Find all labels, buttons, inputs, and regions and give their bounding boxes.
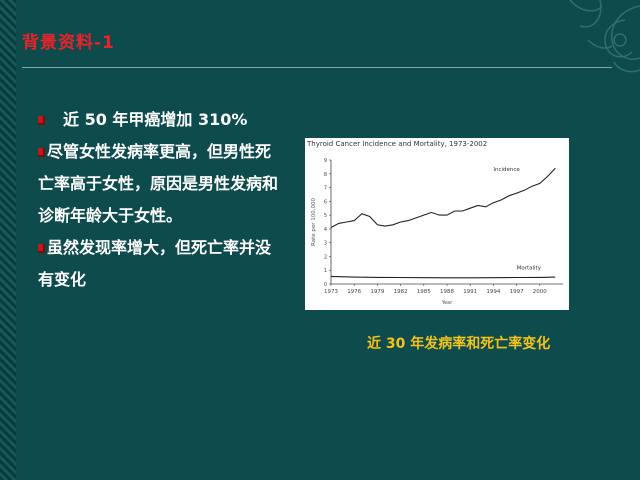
corner-ornament-icon [569,0,640,73]
bullet-square-icon [38,244,45,253]
chart-panel: Thyroid Cancer Incidence and Mortality, … [305,138,569,310]
bullet-item: 尽管女性发病率更高，但男性死亡率高于女性，原因是男性发病和诊断年龄大于女性。 [38,136,278,232]
x-tick-label: 1976 [347,289,361,295]
left-decorative-strip [0,0,16,480]
series-label-mortality: Mortality [517,266,542,272]
x-tick-label: 1985 [417,289,431,295]
x-tick-label: 2000 [533,289,547,295]
bullet-text: 虽然发现率增大，但死亡率并没有变化 [38,238,272,289]
bullet-item: 虽然发现率增大，但死亡率并没有变化 [38,232,278,296]
y-tick-label: 6 [324,199,327,205]
title-divider [22,67,612,68]
chart-title: Thyroid Cancer Incidence and Mortality, … [307,140,488,148]
series-line-mortality [330,275,556,279]
slide-title: 背景资料-1 [22,33,115,53]
incidence-mortality-chart: 0 1 2 3 4 5 6 7 8 9 1973 1976 1979 1982 1985 1988 1991 19… [311,158,563,306]
y-tick-label: 0 [324,282,327,288]
bullet-list: 近 50 年甲癌增加 310% 尽管女性发病率更高，但男性死亡率高于女性，原因是… [38,104,278,296]
x-tick-label: 1994 [486,289,500,295]
x-tick-label: 1997 [510,289,524,295]
x-tick-label: 1973 [324,289,338,295]
y-tick-label: 1 [324,268,327,274]
x-tick-label: 1988 [440,289,454,295]
chart-caption: 近 30 年发病率和死亡率变化 [367,336,551,352]
x-tick-label: 1991 [463,289,477,295]
y-tick-label: 9 [324,158,327,164]
bullet-text: 近 50 年甲癌增加 310% [63,110,248,129]
y-tick-label: 4 [324,227,327,233]
bullet-square-icon [38,116,45,125]
y-tick-label: 5 [324,213,327,219]
x-axis-label: Year [441,300,454,306]
bullet-item: 近 50 年甲癌增加 310% [38,104,278,136]
y-tick-label: 3 [324,241,327,247]
series-line-incidence [330,167,556,228]
y-axis-label: Rate per 100,000 [311,198,317,246]
x-tick-label: 1979 [370,289,384,295]
x-tick-label: 1982 [394,289,408,295]
bullet-square-icon [38,148,45,157]
bullet-text: 尽管女性发病率更高，但男性死亡率高于女性，原因是男性发病和诊断年龄大于女性。 [38,142,279,225]
y-tick-label: 7 [324,186,327,192]
y-tick-label: 2 [324,254,327,260]
y-tick-label: 8 [324,172,327,178]
series-label-incidence: Incidence [493,167,520,173]
